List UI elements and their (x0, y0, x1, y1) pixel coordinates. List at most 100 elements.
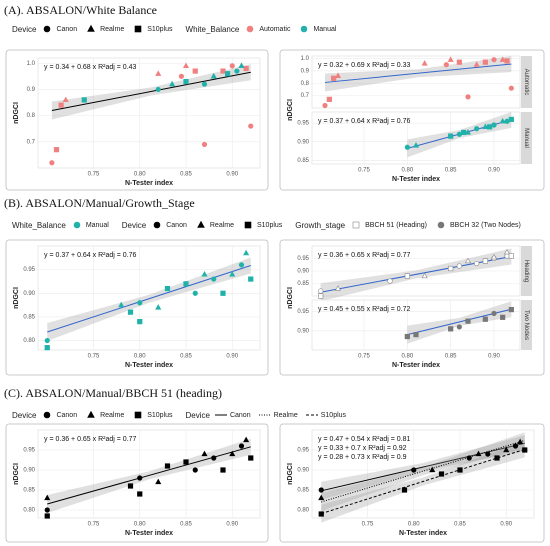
x-tick-label: 0.85 (180, 522, 192, 528)
point (44, 411, 51, 419)
legend-title: Device (12, 410, 37, 420)
y-tick-label: 0.80 (23, 338, 35, 344)
legend-title: Device (12, 24, 37, 34)
point (155, 70, 162, 76)
point (44, 337, 50, 344)
fit-line (321, 439, 525, 503)
legend-label: BBCH 32 (Two Nodes) (449, 221, 521, 229)
point (248, 276, 254, 282)
y-tick-label: 0.95 (297, 448, 309, 454)
legend-label: Canon (229, 411, 251, 419)
point (412, 142, 420, 148)
point (331, 75, 337, 81)
point (229, 63, 235, 69)
chart: 0.7 0.8 0.9 1.0 0.75 0.80 0.85 0.90 y = 0.34 + 0… (13, 57, 261, 187)
legend-icon (214, 414, 227, 416)
legend-item: Realme (84, 410, 124, 420)
point (220, 290, 226, 296)
plot-area (311, 429, 535, 519)
legend-icon (134, 25, 142, 33)
point (456, 59, 462, 65)
legend-icon (258, 414, 271, 416)
x-tick-label: 0.85 (180, 172, 192, 178)
point (508, 307, 514, 313)
x-axis-label: N-Tester index (392, 176, 440, 183)
plot-area (311, 299, 521, 351)
point (448, 133, 454, 139)
point (244, 221, 252, 229)
point (178, 73, 184, 79)
legend-label: Manual (313, 25, 337, 33)
point (482, 258, 488, 264)
strip (521, 112, 532, 164)
point (248, 123, 254, 129)
y-tick-label: 0.90 (23, 468, 35, 474)
legend-label: S10plus (320, 411, 347, 419)
point (44, 25, 51, 33)
point (164, 463, 171, 469)
legend-item: S10plus (241, 220, 282, 230)
chart: 0.80 0.85 0.90 0.95 0.75 0.80 0.85 0.90 y = 0.36… (13, 429, 261, 537)
fit-line (320, 256, 512, 293)
point (234, 68, 240, 74)
legend-icon (73, 221, 81, 229)
point (201, 270, 208, 277)
y-tick-label: 0.95 (297, 121, 309, 127)
point (134, 25, 142, 33)
point (192, 290, 198, 296)
equation: y = 0.37 + 0.64 x R²adj = 0.76 (318, 118, 411, 125)
x-tick-label: 0.80 (408, 522, 420, 528)
legend-item: BBCH 51 (Heading) (349, 220, 427, 230)
x-tick-label: 0.85 (454, 522, 466, 528)
frame (279, 239, 545, 376)
strip-label: Automatic (523, 69, 529, 96)
point (127, 483, 134, 489)
legend-item: Realme (194, 220, 234, 230)
legend-item: Canon (40, 24, 77, 34)
point (466, 455, 472, 461)
y-tick-label: 0.95 (23, 267, 35, 273)
y-tick-label: 0.80 (297, 508, 309, 514)
legend-label: Realme (273, 411, 298, 419)
x-tick-label: 0.85 (180, 354, 192, 360)
point (229, 450, 236, 457)
point (485, 451, 491, 457)
point (211, 455, 217, 461)
x-tick-label: 0.75 (88, 172, 100, 178)
point (500, 314, 506, 320)
legend-icon (437, 221, 445, 229)
x-tick-label: 0.85 (445, 354, 457, 360)
x-tick-label: 0.90 (226, 172, 238, 178)
x-tick-label: 0.75 (358, 354, 370, 360)
y-tick-label: 0.8 (301, 81, 310, 87)
point (211, 276, 217, 282)
point (58, 102, 64, 108)
frame (5, 49, 269, 191)
point (456, 263, 462, 269)
point (81, 97, 87, 103)
y-tick-label: 0.9 (301, 68, 310, 74)
legend-icon (247, 25, 254, 33)
equation: y = 0.47 + 0.54 x R²adj = 0.81 (318, 436, 411, 443)
y-tick-label: 0.90 (297, 328, 309, 334)
chart: 0.80 0.85 0.90 0.95 0.75 0.80 0.85 0.90 y = 0.47… (287, 429, 535, 537)
point (456, 131, 462, 137)
point (474, 260, 480, 267)
legend-item: Canon (40, 410, 77, 420)
section-title: (A). ABSALON/White Balance (4, 3, 157, 17)
legend-item: Automatic (243, 24, 290, 34)
legend-item: Manual (70, 220, 109, 230)
y-axis-label: nDGCI (13, 287, 20, 309)
point (44, 507, 50, 513)
y-axis-label: nDGCI (287, 99, 294, 121)
legend-label: S10plus (257, 221, 283, 229)
fit-line (51, 71, 251, 112)
legend-title: Growth_stage (295, 220, 346, 230)
legend-icon (244, 221, 252, 229)
legend-title: White_Balance (185, 24, 240, 34)
legend-label: Canon (166, 221, 187, 229)
point (438, 471, 445, 477)
point (508, 85, 514, 91)
point (220, 467, 226, 473)
